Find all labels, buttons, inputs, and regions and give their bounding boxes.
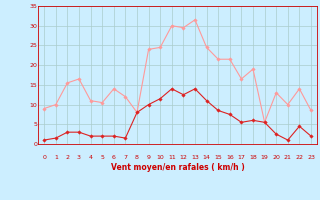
X-axis label: Vent moyen/en rafales ( km/h ): Vent moyen/en rafales ( km/h ) (111, 163, 244, 172)
